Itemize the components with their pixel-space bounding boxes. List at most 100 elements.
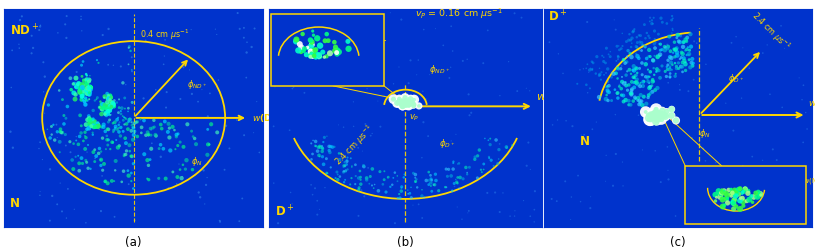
Point	[650, 112, 663, 116]
Point	[398, 102, 411, 106]
Point	[122, 63, 135, 67]
Point	[456, 177, 469, 181]
Point	[446, 189, 459, 193]
Point	[311, 149, 324, 153]
Point	[89, 122, 102, 126]
Point	[33, 29, 46, 33]
Point	[663, 65, 676, 69]
Point	[355, 188, 368, 193]
Point	[101, 108, 114, 112]
Point	[95, 108, 108, 112]
Point	[80, 73, 93, 77]
Point	[405, 102, 418, 106]
Point	[341, 168, 354, 172]
Point	[742, 189, 755, 193]
Point	[738, 189, 751, 193]
Point	[477, 168, 490, 172]
Point	[74, 88, 87, 92]
Point	[511, 90, 524, 94]
Point	[107, 102, 120, 106]
Point	[581, 63, 594, 67]
Point	[122, 182, 135, 186]
Text: $\phi_N$: $\phi_N$	[699, 127, 711, 140]
Point	[169, 148, 182, 152]
Point	[148, 119, 161, 123]
Point	[429, 173, 442, 177]
Point	[611, 55, 624, 59]
Point	[78, 131, 91, 135]
Point	[114, 126, 127, 130]
Point	[664, 50, 677, 54]
Point	[628, 81, 641, 85]
Point	[727, 201, 740, 205]
Point	[104, 98, 117, 102]
Point	[170, 135, 183, 139]
Point	[102, 98, 115, 102]
Point	[112, 146, 125, 150]
Point	[663, 57, 676, 61]
Point	[33, 190, 46, 194]
Point	[70, 139, 83, 143]
Point	[98, 95, 111, 99]
Point	[609, 113, 622, 117]
Point	[81, 128, 94, 132]
Point	[606, 184, 619, 188]
Point	[650, 120, 663, 124]
Point	[79, 99, 92, 103]
Point	[650, 112, 663, 116]
Point	[82, 114, 95, 118]
Point	[97, 106, 110, 110]
Point	[760, 44, 773, 48]
Point	[630, 82, 643, 86]
Point	[349, 163, 362, 167]
Point	[642, 117, 655, 121]
Point	[87, 121, 100, 125]
Point	[105, 105, 118, 109]
Point	[304, 55, 317, 59]
Point	[293, 43, 306, 47]
Point	[615, 80, 628, 84]
Point	[390, 102, 403, 106]
Point	[127, 187, 140, 191]
Point	[83, 89, 96, 93]
Point	[311, 55, 324, 59]
Point	[112, 106, 126, 110]
Point	[560, 119, 573, 123]
Point	[86, 133, 99, 137]
Point	[82, 91, 95, 95]
Point	[301, 46, 314, 50]
Point	[642, 94, 655, 98]
Point	[141, 131, 154, 135]
Point	[522, 141, 535, 145]
Point	[398, 102, 411, 106]
Point	[632, 99, 645, 103]
Point	[104, 100, 117, 104]
Point	[112, 123, 126, 127]
Point	[80, 88, 93, 92]
Point	[493, 210, 506, 214]
Point	[496, 191, 509, 195]
Point	[624, 73, 637, 77]
Point	[149, 133, 162, 137]
Point	[394, 18, 408, 22]
Point	[616, 184, 629, 188]
Point	[381, 175, 394, 179]
Point	[399, 102, 412, 106]
Point	[625, 93, 638, 97]
Point	[395, 186, 408, 190]
Point	[393, 98, 406, 102]
Point	[630, 45, 643, 49]
Point	[76, 84, 89, 88]
Point	[315, 56, 328, 60]
Point	[650, 111, 663, 115]
Point	[154, 155, 167, 159]
Point	[64, 77, 77, 81]
Point	[357, 164, 370, 168]
Point	[341, 160, 354, 164]
Point	[652, 112, 665, 116]
Point	[85, 88, 98, 92]
Point	[699, 63, 712, 67]
Point	[304, 39, 317, 43]
Point	[83, 93, 96, 97]
Point	[181, 123, 194, 127]
